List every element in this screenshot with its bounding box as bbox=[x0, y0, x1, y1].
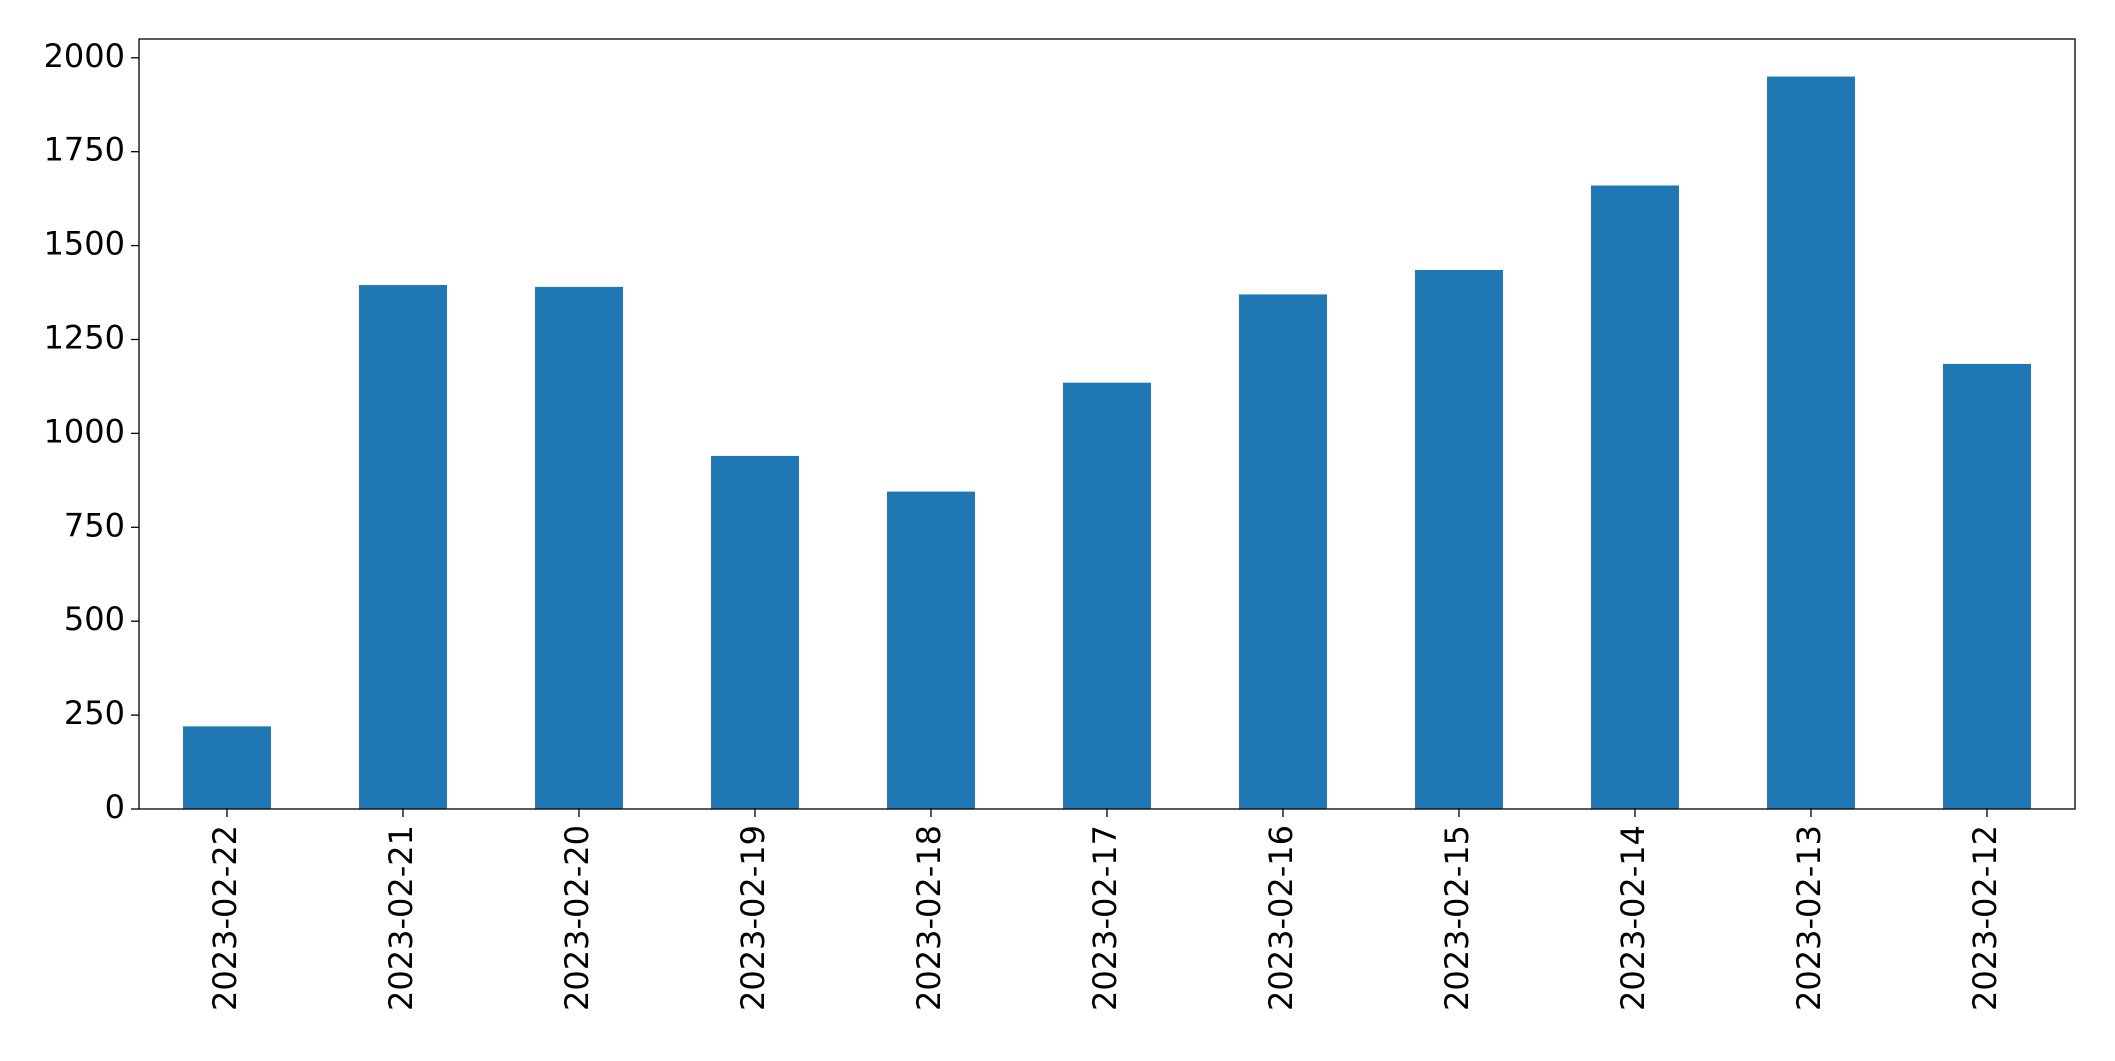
y-tick-label: 2000 bbox=[44, 37, 125, 75]
y-tick-label: 1250 bbox=[44, 318, 125, 356]
x-tick-label: 2023-02-17 bbox=[1086, 825, 1124, 1011]
x-tick-label: 2023-02-14 bbox=[1614, 825, 1652, 1011]
bar bbox=[1415, 270, 1503, 809]
bar bbox=[1943, 363, 2031, 809]
x-tick-label: 2023-02-15 bbox=[1438, 825, 1476, 1011]
x-tick-label: 2023-02-16 bbox=[1262, 825, 1300, 1011]
x-tick-label: 2023-02-20 bbox=[558, 825, 596, 1011]
bar bbox=[183, 726, 271, 809]
x-tick-label: 2023-02-12 bbox=[1966, 825, 2004, 1011]
plot-frame bbox=[138, 38, 2076, 810]
y-tick-label: 1000 bbox=[44, 412, 125, 450]
bar bbox=[359, 285, 447, 809]
bar bbox=[887, 491, 975, 809]
bar bbox=[1767, 76, 1855, 809]
y-tick-label: 750 bbox=[64, 506, 125, 544]
bar bbox=[535, 286, 623, 809]
y-tick-label: 1500 bbox=[44, 225, 125, 263]
x-tick-label: 2023-02-19 bbox=[734, 825, 772, 1011]
bar bbox=[1063, 382, 1151, 809]
x-tick-label: 2023-02-21 bbox=[382, 825, 420, 1011]
bar bbox=[711, 455, 799, 809]
x-tick-label: 2023-02-18 bbox=[910, 825, 948, 1011]
y-tick-label: 500 bbox=[64, 600, 125, 638]
bar bbox=[1591, 185, 1679, 810]
y-tick-label: 0 bbox=[105, 788, 125, 826]
y-tick-label: 250 bbox=[64, 694, 125, 732]
x-tick-label: 2023-02-22 bbox=[206, 825, 244, 1011]
y-tick-label: 1750 bbox=[44, 131, 125, 169]
bar bbox=[1239, 294, 1327, 809]
x-tick-label: 2023-02-13 bbox=[1790, 825, 1828, 1011]
